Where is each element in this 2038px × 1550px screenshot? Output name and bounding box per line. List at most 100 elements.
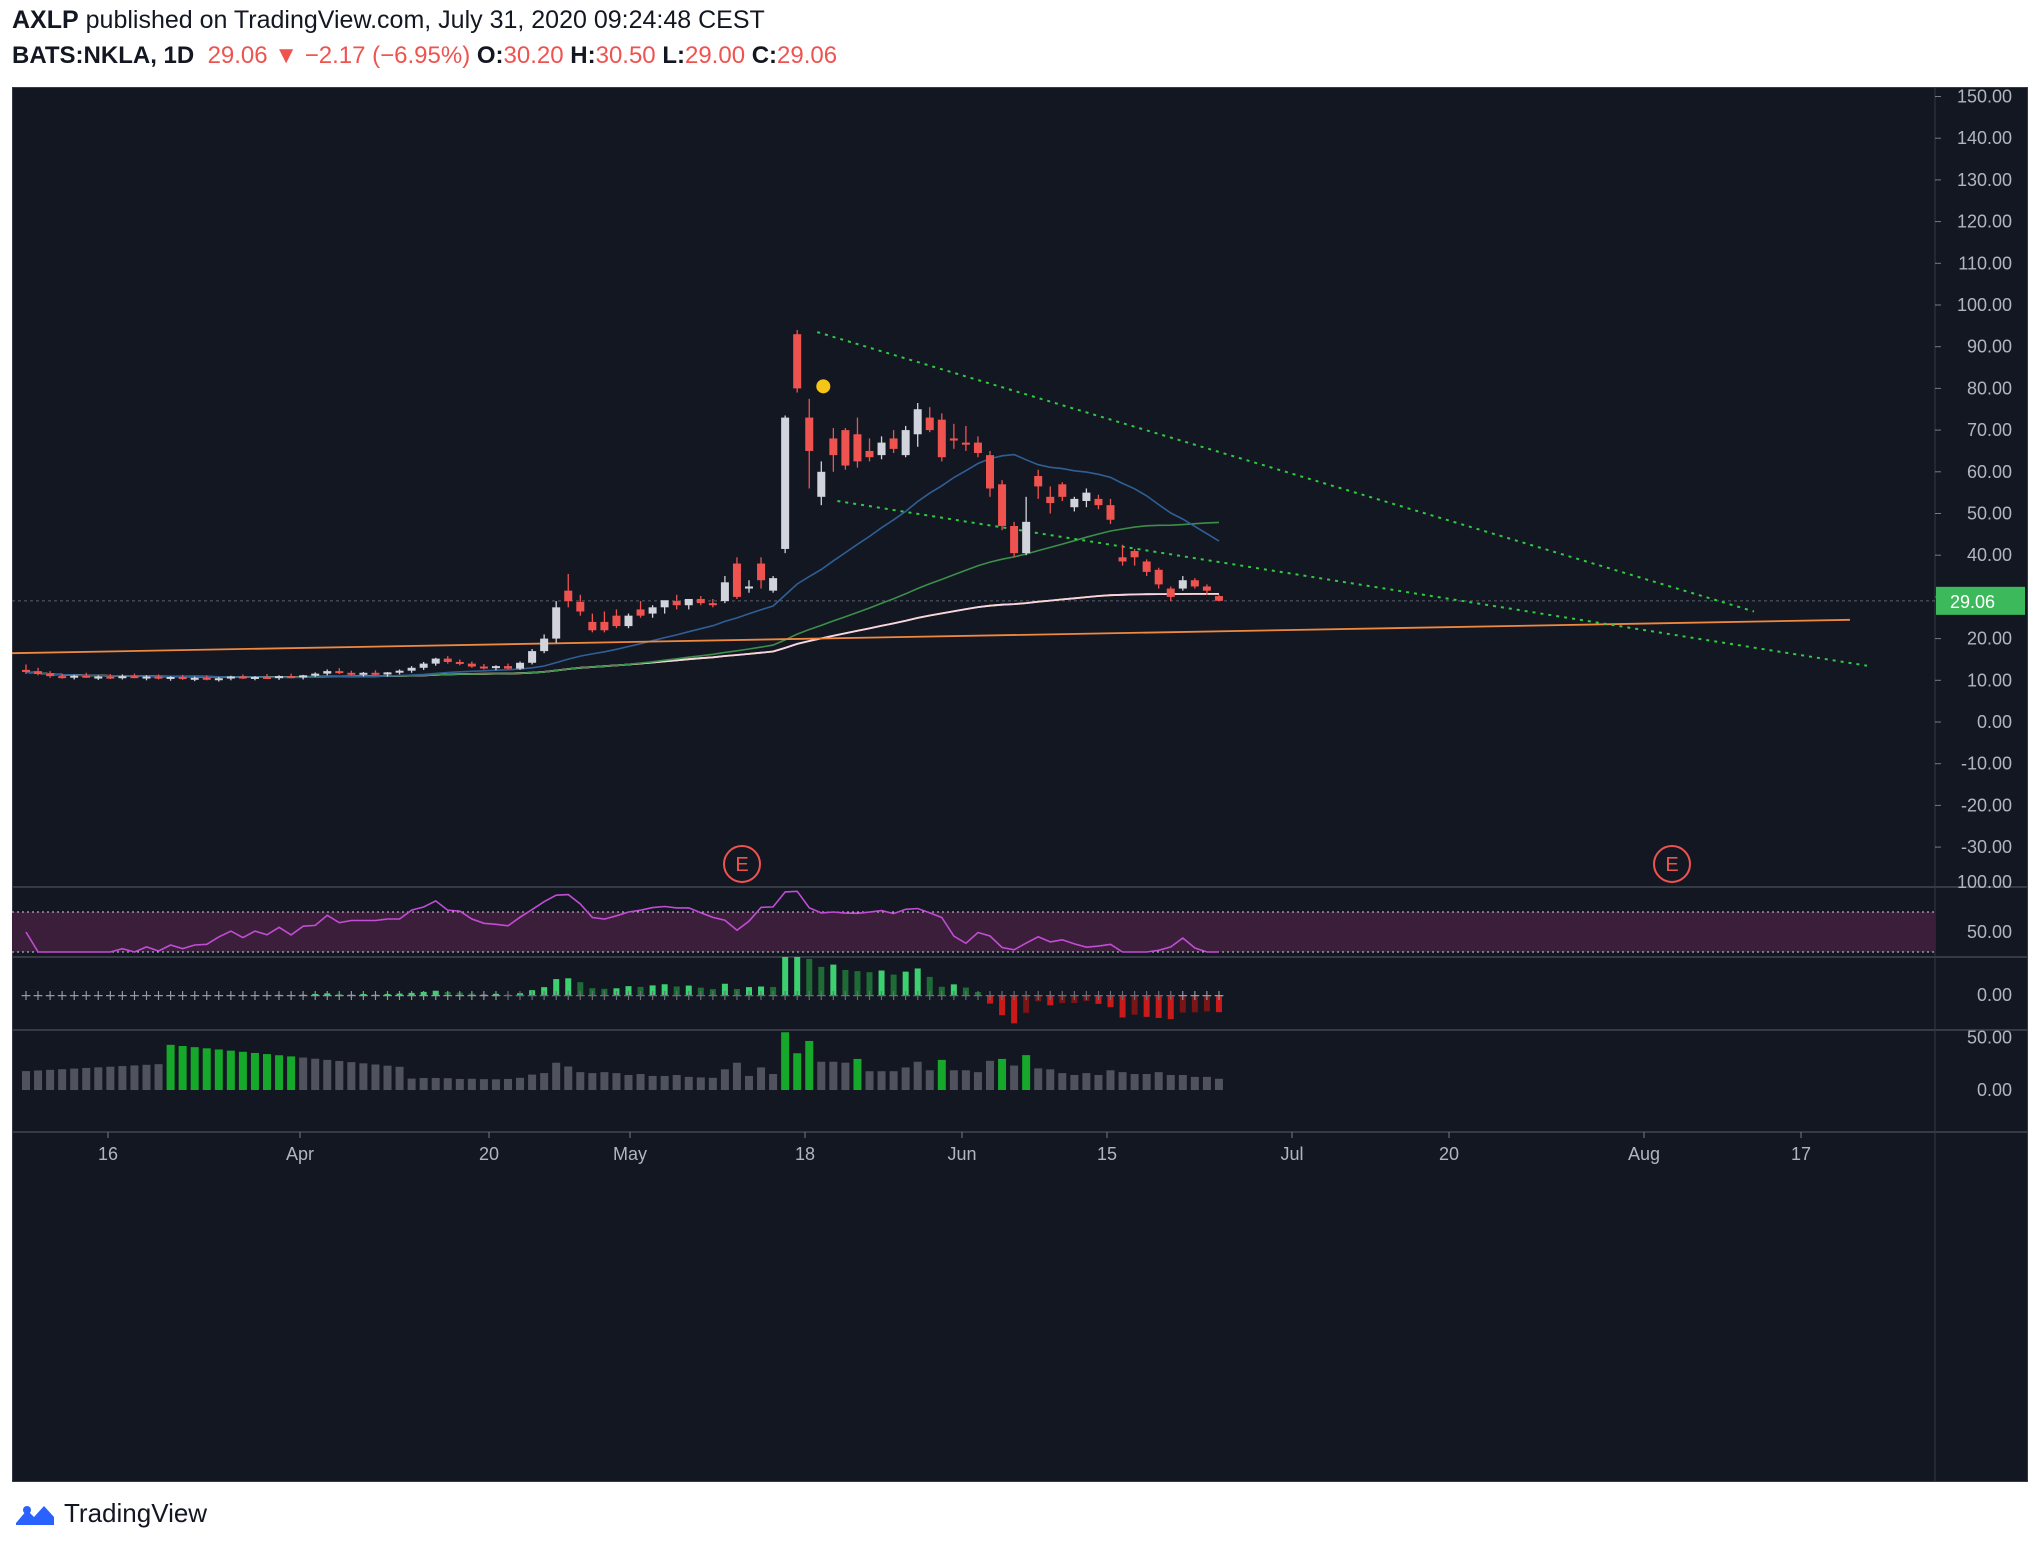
x-tick-label: 20 — [479, 1144, 499, 1164]
squeeze-dot: + — [719, 988, 731, 1004]
candle-body — [1154, 569, 1163, 585]
candle-body — [1034, 475, 1043, 487]
squeeze-dot: + — [478, 988, 490, 1004]
volume-bar — [1166, 1074, 1175, 1090]
volume-bar — [263, 1054, 271, 1090]
signal-dot — [816, 379, 831, 394]
volume-bar — [1010, 1065, 1019, 1090]
squeeze-dot: + — [394, 988, 406, 1004]
squeeze-dot: + — [924, 988, 936, 1004]
squeeze-dot: + — [261, 988, 273, 1004]
candle-body — [443, 658, 452, 662]
momentum-bar — [468, 993, 475, 995]
publisher-name[interactable]: AXLP — [12, 6, 79, 34]
candle-body — [46, 673, 55, 677]
squeeze-dot: + — [502, 988, 514, 1004]
x-tick-label: May — [613, 1144, 647, 1164]
volume-bar — [94, 1067, 103, 1090]
squeeze-dot: + — [129, 988, 141, 1004]
earnings-marker[interactable] — [723, 845, 761, 883]
momentum-bar — [480, 994, 487, 996]
momentum-bar — [926, 976, 933, 995]
volume-bar — [275, 1055, 284, 1090]
candle-body — [805, 417, 814, 451]
volume-bar — [238, 1051, 247, 1090]
squeeze-dot: + — [972, 988, 984, 1004]
squeeze-dot: + — [1032, 988, 1044, 1004]
sma50-line — [25, 521, 1220, 678]
squeeze-dot: + — [1201, 988, 1213, 1004]
volume-bar — [576, 1072, 585, 1090]
x-tick-label: Jul — [1280, 1144, 1303, 1164]
volume-bar — [82, 1067, 91, 1090]
price-chart[interactable]: 150.00140.00130.00120.00110.00100.0090.0… — [12, 87, 2028, 1482]
tradingview-footer: TradingView — [14, 1498, 207, 1529]
squeeze-dot: + — [574, 988, 586, 1004]
candle-body — [166, 676, 175, 679]
y-tick-label: 20.00 — [1967, 629, 2012, 649]
candle-body — [1130, 551, 1139, 558]
momentum-bar — [59, 995, 66, 996]
candle-body — [708, 603, 717, 606]
volume-bar — [250, 1052, 259, 1090]
candle-body — [130, 676, 139, 679]
candle-body — [949, 438, 958, 441]
squeeze-dot: + — [68, 988, 80, 1004]
volume-bar — [383, 1065, 392, 1090]
squeeze-dot: + — [900, 988, 912, 1004]
momentum-bar — [553, 979, 560, 995]
momentum-bar — [1095, 995, 1102, 1004]
candle-body — [263, 676, 271, 679]
squeeze-dot: + — [984, 988, 996, 1004]
momentum-bar — [372, 994, 379, 996]
candle-body — [1106, 505, 1115, 520]
y-tick-label: 10.00 — [1967, 670, 2012, 690]
candle-body — [359, 672, 368, 675]
volume-bar — [395, 1066, 404, 1090]
squeeze-dot: + — [1044, 988, 1056, 1004]
candle-body — [757, 563, 766, 581]
candle-body — [937, 419, 946, 458]
volume-bar — [1070, 1074, 1079, 1090]
momentum-bar — [155, 995, 162, 996]
tradingview-brand[interactable]: TradingView — [64, 1498, 208, 1528]
volume-bar — [865, 1071, 874, 1090]
tradingview-logo-icon — [16, 1505, 54, 1525]
candle-body — [142, 676, 151, 679]
squeeze-dot: + — [249, 988, 261, 1004]
momentum-bar — [288, 994, 295, 996]
candle-body — [925, 417, 934, 431]
candle-body — [624, 615, 633, 627]
momentum-bar — [1215, 995, 1222, 1013]
volume-bar — [166, 1044, 175, 1090]
momentum-bar — [227, 994, 234, 996]
momentum-bar — [866, 972, 873, 995]
candle-body — [287, 676, 296, 679]
candle-body — [371, 672, 380, 675]
squeeze-dot: + — [1213, 988, 1225, 1004]
candle-body — [1214, 596, 1223, 601]
candle-body — [588, 621, 597, 631]
squeeze-dot: + — [189, 988, 201, 1004]
momentum-bar — [987, 995, 993, 1004]
squeeze-dot: + — [406, 988, 418, 1004]
squeeze-tick-label: 0.00 — [1977, 985, 2012, 1005]
volume-bar — [142, 1064, 151, 1090]
candle-body — [1046, 496, 1055, 504]
momentum-bar — [47, 995, 54, 996]
close-label: C: — [751, 42, 778, 69]
squeeze-dot: + — [755, 988, 767, 1004]
squeeze-dot: + — [611, 988, 623, 1004]
x-tick-label: 20 — [1439, 1144, 1459, 1164]
y-tick-label: 100.00 — [1957, 295, 2012, 315]
squeeze-dot: + — [647, 988, 659, 1004]
candle-body — [829, 438, 838, 456]
earnings-marker[interactable] — [1653, 845, 1691, 883]
candle-body — [1070, 498, 1079, 508]
squeeze-dot: + — [309, 988, 321, 1004]
momentum-bar — [312, 993, 319, 995]
momentum-bar — [107, 995, 114, 996]
candle-body — [395, 670, 404, 673]
momentum-bar — [842, 969, 849, 995]
momentum-bar — [517, 993, 524, 995]
